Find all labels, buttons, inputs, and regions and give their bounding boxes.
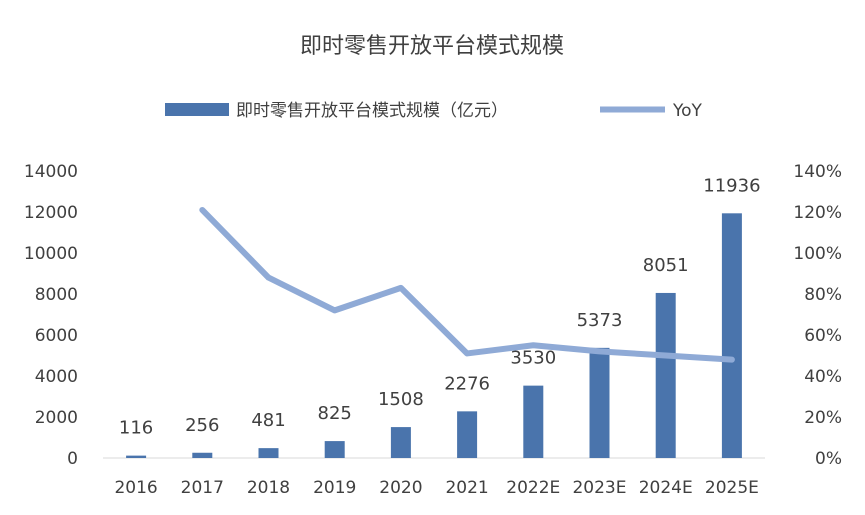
bar-data-label: 8051	[643, 255, 689, 276]
bar	[126, 455, 147, 458]
x-tick-label: 2019	[313, 478, 356, 498]
bar-data-labels: 116 256 481 825 1508 2276 3530 5373 8051 11936	[119, 175, 761, 438]
yoy-line-series	[199, 206, 735, 363]
right-tick-label: 120%	[793, 203, 842, 223]
right-tick-label: 60%	[804, 326, 842, 346]
right-tick-label: 40%	[804, 367, 842, 387]
right-tick-label: 20%	[804, 408, 842, 428]
bar	[258, 448, 279, 458]
bar-data-label: 5373	[577, 310, 623, 331]
bar	[457, 411, 478, 458]
x-tick-label: 2024E	[639, 478, 693, 498]
bar	[655, 292, 676, 458]
x-tick-label: 2017	[181, 478, 224, 498]
left-axis: 0 2000 4000 6000 8000 10000 12000 14000	[24, 162, 78, 469]
left-tick-label: 0	[67, 449, 78, 469]
x-tick-label: 2023E	[572, 478, 626, 498]
bar	[324, 441, 345, 458]
bar-series	[126, 213, 742, 458]
bar	[523, 385, 544, 458]
bar-data-label: 256	[185, 415, 219, 436]
left-tick-label: 4000	[35, 367, 78, 387]
left-tick-label: 12000	[24, 203, 78, 223]
bar	[721, 213, 742, 458]
bar	[390, 427, 411, 458]
legend-bar-swatch	[165, 103, 229, 116]
legend-bar-label: 即时零售开放平台模式规模（亿元）	[236, 101, 508, 121]
left-tick-label: 8000	[35, 285, 78, 305]
bar	[192, 452, 213, 458]
right-tick-label: 100%	[793, 244, 842, 264]
x-tick-label: 2016	[114, 478, 157, 498]
bar-data-label: 11936	[703, 175, 760, 196]
bar-data-label: 825	[318, 403, 352, 424]
right-tick-label: 0%	[815, 449, 842, 469]
x-tick-label: 2025E	[705, 478, 759, 498]
x-tick-label: 2022E	[506, 478, 560, 498]
bar	[589, 347, 610, 458]
x-tick-label: 2021	[445, 478, 488, 498]
right-tick-label: 140%	[793, 162, 842, 182]
legend: 即时零售开放平台模式规模（亿元） YoY	[165, 101, 703, 121]
x-tick-label: 2020	[379, 478, 422, 498]
left-tick-label: 6000	[35, 326, 78, 346]
bar-data-label: 481	[251, 410, 285, 431]
x-axis: 2016 2017 2018 2019 2020 2021 2022E 2023E 2024E 2…	[114, 478, 758, 498]
legend-line-label: YoY	[672, 101, 703, 121]
bar-data-label: 3530	[510, 348, 556, 369]
left-tick-label: 2000	[35, 408, 78, 428]
yoy-line	[199, 206, 735, 363]
bar-data-label: 1508	[378, 389, 424, 410]
bar-data-label: 2276	[444, 373, 490, 394]
bar-data-label: 116	[119, 418, 153, 439]
right-tick-label: 80%	[804, 285, 842, 305]
left-tick-label: 10000	[24, 244, 78, 264]
left-tick-label: 14000	[24, 162, 78, 182]
chart-title: 即时零售开放平台模式规模	[300, 34, 564, 59]
right-axis: 0% 20% 40% 60% 80% 100% 120% 140%	[793, 162, 842, 469]
x-tick-label: 2018	[247, 478, 290, 498]
